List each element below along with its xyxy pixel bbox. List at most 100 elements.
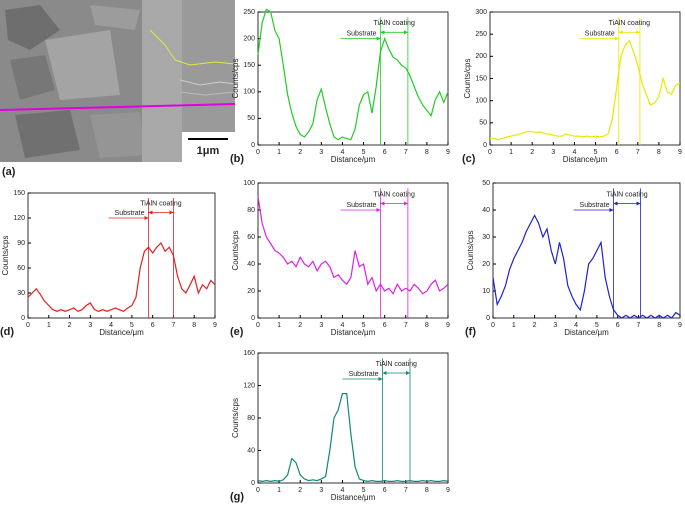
- x-tick-label: 6: [383, 322, 387, 329]
- x-tick-label: 4: [340, 322, 344, 329]
- x-tick-label: 0: [256, 149, 260, 156]
- substrate-label: Substrate: [346, 30, 376, 37]
- y-tick-label: 50: [247, 115, 255, 122]
- x-tick-label: 8: [657, 322, 661, 329]
- x-tick-label: 1: [47, 322, 51, 329]
- y-tick-label: 50: [479, 120, 487, 127]
- x-tick-label: 4: [574, 322, 578, 329]
- x-tick-label: 0: [256, 322, 260, 329]
- x-tick-label: 0: [26, 322, 30, 329]
- x-axis-label: Distance/μm: [331, 155, 376, 164]
- x-axis-label: Distance/μm: [563, 155, 608, 164]
- x-tick-label: 5: [362, 322, 366, 329]
- substrate-label: Substrate: [580, 202, 610, 209]
- y-axis-label: Counts/cps: [463, 58, 472, 98]
- x-tick-label: 2: [533, 322, 537, 329]
- x-tick-label: 3: [319, 322, 323, 329]
- x-tick-label: 1: [277, 149, 281, 156]
- x-tick-label: 8: [192, 322, 196, 329]
- y-tick-label: 20: [247, 288, 255, 295]
- y-axis-label: Counts/cps: [231, 230, 240, 270]
- x-axis-label: Distance/μm: [99, 328, 144, 337]
- x-tick-label: 7: [171, 322, 175, 329]
- coating-label: TiAlN coating: [373, 191, 414, 198]
- sem-image: 1μm: [0, 0, 236, 162]
- x-tick-label: 6: [151, 322, 155, 329]
- x-tick-label: 2: [298, 487, 302, 494]
- y-tick-label: 0: [251, 142, 255, 149]
- x-tick-label: 7: [404, 149, 408, 156]
- x-axis-label: Distance/μm: [331, 328, 376, 337]
- data-line: [257, 8, 449, 141]
- x-tick-label: 4: [340, 149, 344, 156]
- x-axis-label: Distance/μm: [564, 328, 609, 337]
- y-tick-label: 120: [13, 215, 25, 222]
- x-tick-label: 0: [488, 149, 492, 156]
- x-tick-label: 9: [446, 487, 450, 494]
- x-tick-label: 5: [362, 149, 366, 156]
- coating-label: TiAlN coating: [606, 191, 647, 198]
- y-tick-label: 250: [243, 9, 255, 16]
- x-tick-label: 4: [109, 322, 113, 329]
- panel-label: (e): [230, 326, 244, 338]
- x-tick-label: 6: [383, 487, 387, 494]
- coating-label: TiAlN coating: [373, 20, 414, 27]
- y-tick-label: 100: [475, 98, 487, 105]
- y-tick-label: 30: [482, 234, 490, 241]
- substrate-label: Substrate: [346, 202, 376, 209]
- y-tick-label: 100: [243, 180, 255, 187]
- x-tick-label: 2: [298, 322, 302, 329]
- y-tick-label: 160: [243, 350, 255, 357]
- x-tick-label: 6: [615, 149, 619, 156]
- plot-frame: [27, 192, 216, 319]
- substrate-label: Substrate: [585, 30, 615, 37]
- y-tick-label: 20: [482, 261, 490, 268]
- panel-label: (c): [462, 153, 476, 165]
- x-tick-label: 8: [657, 149, 661, 156]
- panel-label: (b): [230, 153, 244, 165]
- y-tick-label: 150: [475, 75, 487, 82]
- y-tick-label: 50: [482, 180, 490, 187]
- x-tick-label: 3: [319, 149, 323, 156]
- y-tick-label: 100: [243, 89, 255, 96]
- y-tick-label: 0: [21, 315, 25, 322]
- coating-label: TiAlN coating: [609, 20, 650, 27]
- x-tick-label: 0: [256, 487, 260, 494]
- x-tick-label: 7: [404, 322, 408, 329]
- plot-frame: [492, 182, 681, 319]
- data-line: [492, 214, 681, 319]
- x-axis-label: Distance/μm: [331, 493, 376, 502]
- x-tick-label: 7: [404, 487, 408, 494]
- y-tick-label: 90: [17, 240, 25, 247]
- y-tick-label: 80: [247, 415, 255, 422]
- y-tick-label: 40: [247, 447, 255, 454]
- x-tick-label: 1: [509, 149, 513, 156]
- x-tick-label: 7: [636, 322, 640, 329]
- panel-label: (f): [465, 326, 476, 338]
- x-tick-label: 9: [678, 322, 682, 329]
- x-tick-label: 5: [362, 487, 366, 494]
- x-tick-label: 2: [68, 322, 72, 329]
- y-tick-label: 30: [17, 290, 25, 297]
- y-tick-label: 60: [17, 265, 25, 272]
- x-tick-label: 4: [340, 487, 344, 494]
- x-tick-label: 1: [512, 322, 516, 329]
- y-tick-label: 120: [243, 382, 255, 389]
- y-tick-label: 200: [243, 35, 255, 42]
- data-line: [490, 39, 681, 141]
- panel-label: (d): [0, 326, 14, 338]
- x-tick-label: 1: [277, 487, 281, 494]
- y-tick-label: 250: [475, 31, 487, 38]
- y-tick-label: 0: [251, 315, 255, 322]
- x-tick-label: 6: [616, 322, 620, 329]
- x-tick-label: 9: [678, 149, 682, 156]
- y-tick-label: 40: [482, 207, 490, 214]
- x-tick-label: 4: [572, 149, 576, 156]
- x-tick-label: 5: [595, 322, 599, 329]
- y-tick-label: 200: [475, 53, 487, 60]
- y-tick-label: 300: [475, 9, 487, 16]
- x-tick-label: 3: [88, 322, 92, 329]
- y-tick-label: 40: [247, 261, 255, 268]
- coating-label: TiAlN coating: [140, 200, 181, 207]
